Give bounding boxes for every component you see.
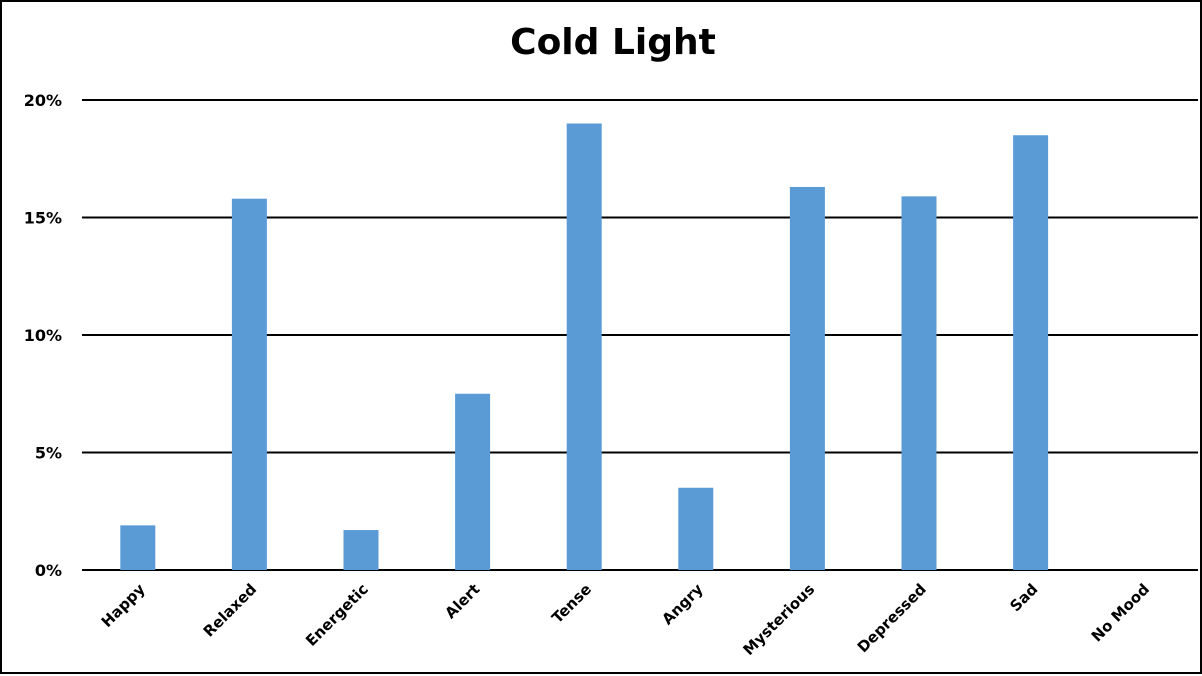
x-category-label: Alert xyxy=(441,580,483,622)
bar-mysterious xyxy=(789,186,825,570)
x-category-label: Sad xyxy=(1006,580,1041,615)
y-tick-label: 5% xyxy=(35,444,62,463)
bar-angry xyxy=(678,487,714,570)
chart-title: Cold Light xyxy=(510,22,716,63)
gridlines xyxy=(82,99,1198,571)
bar-alert xyxy=(455,393,491,570)
x-category-label: No Mood xyxy=(1088,580,1153,645)
x-category-label: Depressed xyxy=(854,580,930,656)
bar-depressed xyxy=(901,196,937,570)
x-category-label: Mysterious xyxy=(739,580,818,659)
bars xyxy=(120,123,1049,570)
x-category-label: Angry xyxy=(658,580,706,628)
bar-sad xyxy=(1013,135,1049,570)
y-tick-label: 20% xyxy=(24,91,62,110)
bar-relaxed xyxy=(231,198,267,570)
bar-happy xyxy=(120,525,156,570)
bar-energetic xyxy=(343,530,379,570)
y-tick-label: 15% xyxy=(24,209,62,228)
y-tick-label: 10% xyxy=(24,326,62,345)
y-tick-label: 0% xyxy=(35,561,62,580)
x-category-label: Relaxed xyxy=(200,580,261,641)
x-axis-categories: Happy Relaxed Energetic Alert Tense Angry Myst… xyxy=(98,580,1153,659)
x-category-label: Energetic xyxy=(302,580,372,650)
bar-tense xyxy=(566,123,602,570)
x-category-label: Happy xyxy=(98,580,149,631)
x-category-label: Tense xyxy=(548,580,595,627)
y-axis-ticks: 0% 5% 10% 15% 20% xyxy=(24,91,62,580)
